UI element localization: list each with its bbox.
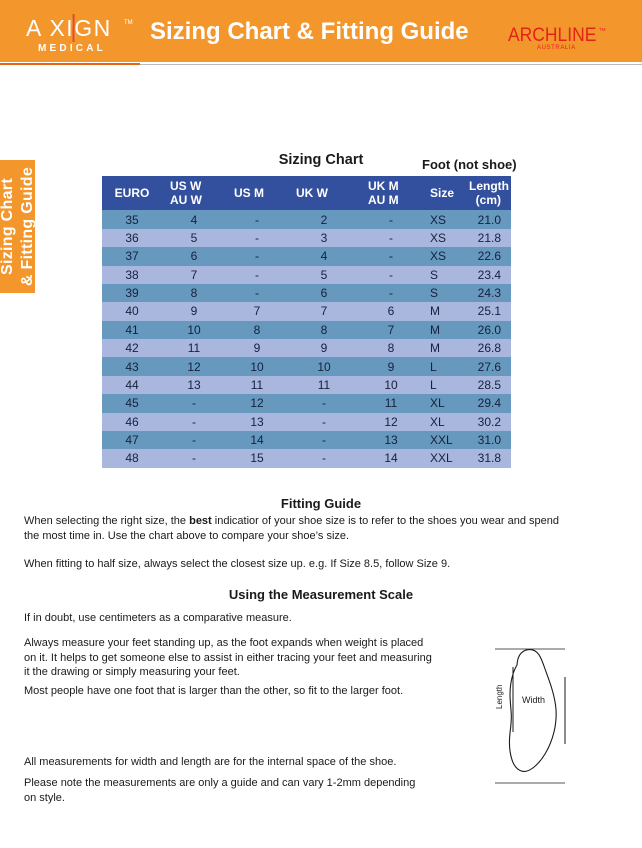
svg-text:AUSTRALIA: AUSTRALIA bbox=[537, 45, 576, 51]
svg-text:Length: Length bbox=[495, 685, 504, 709]
svg-text:ARCHLINE: ARCHLINE bbox=[508, 24, 596, 45]
svg-text:A XIGN: A XIGN bbox=[26, 15, 112, 41]
svg-text:TM: TM bbox=[599, 27, 606, 32]
svg-text:Width: Width bbox=[522, 695, 545, 705]
svg-text:MEDICAL: MEDICAL bbox=[38, 43, 106, 54]
svg-text:TM: TM bbox=[124, 20, 133, 26]
